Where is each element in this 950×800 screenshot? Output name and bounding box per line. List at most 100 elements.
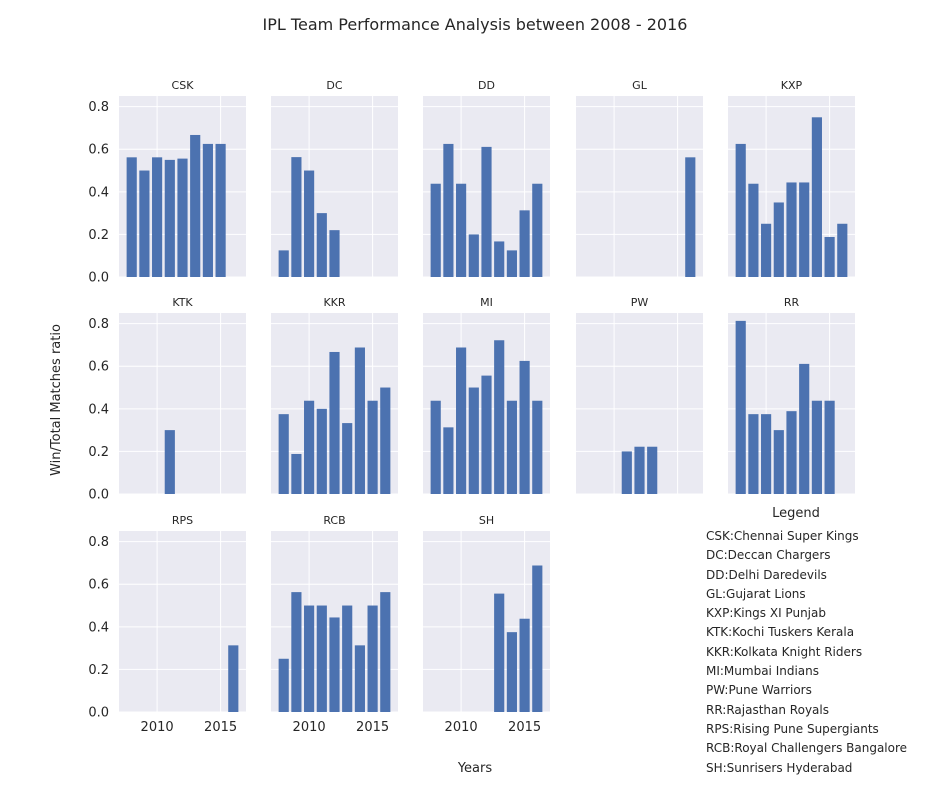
bar (468, 234, 479, 277)
panel-title: DC (326, 79, 342, 92)
y-tick-label: 0.8 (88, 535, 109, 550)
bar (456, 347, 467, 494)
bar (824, 400, 835, 494)
y-tick-label: 0.8 (88, 100, 109, 115)
y-tick-label: 0.6 (88, 578, 109, 593)
bar (354, 645, 365, 712)
bar (430, 400, 441, 494)
bar (342, 423, 353, 494)
y-tick-label: 0.2 (88, 228, 109, 243)
bar (621, 451, 632, 494)
bar (304, 170, 315, 277)
panel-title: KXP (781, 79, 803, 92)
bar (380, 592, 391, 712)
bar (773, 202, 784, 277)
bar (799, 363, 810, 494)
bar (164, 430, 175, 494)
panel-background (119, 313, 246, 494)
bar (329, 230, 340, 277)
bar (278, 250, 289, 277)
y-tick-label: 0.0 (88, 706, 109, 721)
bar (291, 453, 302, 494)
panel-ktk: KTK 0.0 0.2 0.4 0.6 0.8 (88, 296, 246, 503)
x-axis-label: Years (457, 761, 493, 776)
panel-gl: GL (576, 79, 703, 278)
x-tick-label: 2015 (508, 720, 541, 735)
bar (506, 400, 517, 494)
bar (456, 183, 467, 277)
bar (202, 143, 213, 277)
panel-title: KTK (172, 296, 193, 309)
bar (329, 617, 340, 712)
bar (468, 387, 479, 494)
bar (685, 157, 696, 277)
bar (532, 183, 543, 277)
panel-mi: MI (423, 296, 550, 495)
bar (799, 182, 810, 277)
y-tick-label: 0.2 (88, 445, 109, 460)
bar (748, 183, 759, 277)
bar (811, 117, 822, 277)
x-tick-label: 2015 (356, 720, 389, 735)
bar (278, 414, 289, 494)
panel-title: MI (480, 296, 493, 309)
bar (228, 645, 239, 712)
y-axis-label: Win/Total Matches ratio (49, 324, 64, 476)
legend-item: MI:Mumbai Indians (706, 664, 820, 679)
panel-rps: RPS 0.0 0.2 0.4 0.6 0.8 2010 2015 (88, 514, 246, 735)
panel-background (119, 531, 246, 712)
bar (126, 157, 137, 277)
y-tick-label: 0.6 (88, 360, 109, 375)
y-tick-label: 0.6 (88, 143, 109, 158)
bar (215, 143, 226, 277)
bar (735, 143, 746, 277)
y-tick-label: 0.2 (88, 663, 109, 678)
legend-item: GL:Gujarat Lions (706, 586, 806, 601)
legend-item: RCB:Royal Challengers Bangalore (706, 741, 908, 756)
panels-group: CSK 0.0 0.2 0.4 0.6 0.8 DC DD GL KXP KTK 0.0 0.2 0.4 0… (88, 79, 855, 735)
bar (481, 146, 492, 277)
legend-item: CSK:Chennai Super Kings (706, 529, 859, 543)
bar (786, 411, 797, 494)
bar (532, 565, 543, 712)
bar (519, 360, 530, 494)
bar (773, 430, 784, 494)
bar (342, 605, 353, 712)
panel-title: DD (478, 79, 495, 92)
legend-item: DD:Delhi Daredevils (706, 567, 827, 582)
panel-sh: SH 2010 2015 (423, 514, 550, 735)
bar (506, 250, 517, 277)
legend-item: PW:Pune Warriors (706, 683, 812, 698)
bar (304, 605, 315, 712)
bar (506, 632, 517, 712)
panel-pw: PW (576, 296, 703, 495)
panel-title: KKR (323, 296, 345, 309)
legend-item: KXP:Kings XI Punjab (706, 606, 826, 621)
panel-title: RPS (172, 514, 193, 527)
legend-item: RPS:Rising Pune Supergiants (706, 721, 879, 736)
bar (761, 414, 772, 494)
bar (519, 210, 530, 277)
bar (152, 157, 163, 277)
panel-rcb: RCB 2010 2015 (271, 514, 398, 735)
legend-item: KKR:Kolkata Knight Riders (706, 644, 863, 659)
panel-csk: CSK 0.0 0.2 0.4 0.6 0.8 (88, 79, 246, 286)
legend-item: KTK:Kochi Tuskers Kerala (706, 625, 855, 640)
bar (430, 183, 441, 277)
x-tick-label: 2015 (204, 720, 237, 735)
y-tick-label: 0.8 (88, 317, 109, 332)
bar (634, 446, 645, 494)
legend: Legend CSK:Chennai Super Kings DC:Deccan… (706, 506, 946, 778)
bar (177, 158, 188, 277)
bar (291, 157, 302, 277)
panel-background (423, 531, 550, 712)
bar (532, 400, 543, 494)
legend-item: SH:Sunrisers Hyderabad (706, 760, 853, 775)
bar (190, 134, 201, 277)
y-tick-label: 0.4 (88, 185, 109, 200)
bar (367, 400, 378, 494)
panel-kxp: KXP (728, 79, 855, 278)
y-tick-label: 0.0 (88, 488, 109, 503)
bar (494, 340, 505, 494)
